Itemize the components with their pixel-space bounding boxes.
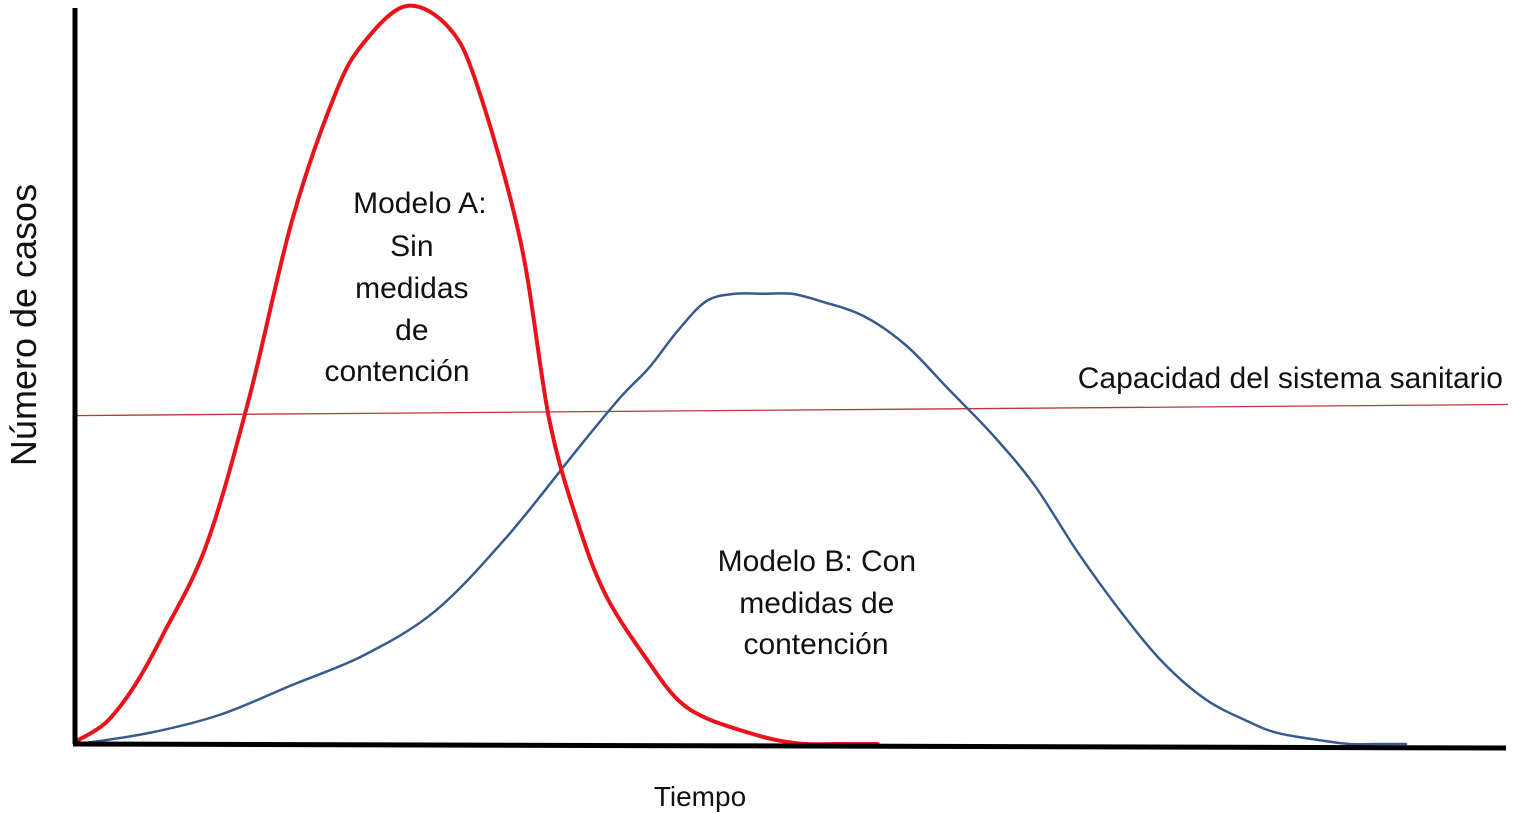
series-group bbox=[76, 3, 1408, 747]
reference-line-group bbox=[74, 403, 1509, 417]
modelo-b-series-line bbox=[76, 292, 1408, 746]
modelo-a-annotation-line: Modelo A: bbox=[353, 187, 486, 220]
modelo-a-annotation-line: Sin bbox=[390, 230, 433, 263]
x-axis-title: Tiempo bbox=[654, 781, 746, 812]
modelo-a-annotation-line: medidas bbox=[355, 272, 468, 305]
modelo-a-annotation: Modelo A: Sin medidas de contención bbox=[324, 187, 494, 388]
modelo-a-annotation-line: contención bbox=[324, 355, 469, 388]
capacity-line-label: Capacidad del sistema sanitario bbox=[1078, 362, 1503, 395]
modelo-b-annotation-line: medidas de bbox=[739, 587, 894, 620]
y-axis-title: Número de casos bbox=[3, 184, 44, 466]
axes-group bbox=[72, 8, 1507, 751]
capacidad-reference-line bbox=[74, 403, 1509, 417]
modelo-b-annotation-line: contención bbox=[743, 628, 888, 661]
x-axis-line bbox=[72, 741, 1507, 751]
modelo-b-annotation: Modelo B: Con medidas de contención bbox=[718, 545, 925, 661]
modelo-a-series-line bbox=[76, 3, 880, 747]
modelo-b-annotation-line: Modelo B: Con bbox=[718, 545, 916, 578]
modelo-a-annotation-line: de bbox=[395, 314, 428, 347]
